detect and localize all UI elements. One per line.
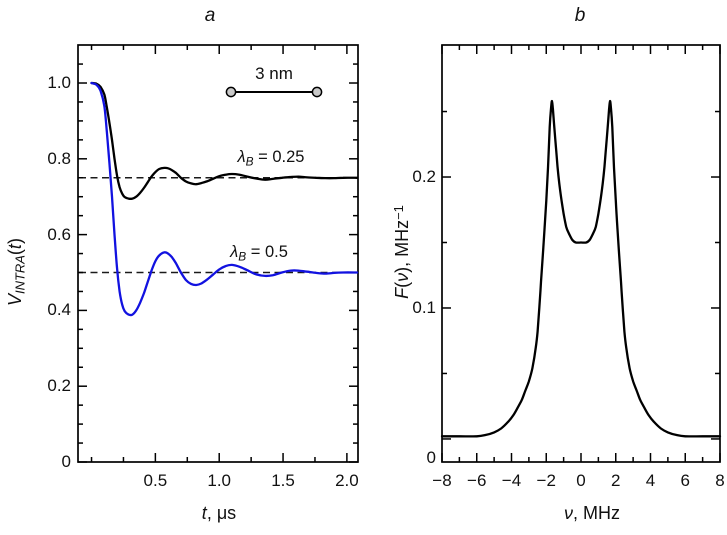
a-y-tick-label-0.4: 0.4 [47,300,71,320]
lambda-symbol: λ [230,243,239,261]
x-title-unit: , μs [206,503,237,523]
y-title-intra-subscript: INTRA [12,255,28,294]
b-x-tick-label-0: 0 [576,471,586,490]
a-x-tick-label-0.5: 0.5 [143,471,168,490]
b-x-tick-label-2: 2 [611,471,621,490]
a-x-tick-label-1.0: 1.0 [207,471,232,490]
panel-a-x-axis-title: t, μs [159,502,279,524]
a-y-tick-label-1.0: 1.0 [47,73,71,92]
lambda-value: = 0.5 [246,243,288,261]
lambda-value: = 0.25 [253,148,305,166]
curve-a-series2 [90,81,359,317]
curve-b-series1 [440,99,722,438]
panel-a-title: a [204,5,216,26]
annotation-lambda-0.25: λB = 0.25 [211,147,331,167]
y-title-open-paren: ( [5,249,25,256]
a-y-tick-label-0.8: 0.8 [47,148,71,168]
a-y-tick-label-0: 0 [61,452,71,471]
x-title-t-symbol: t [201,503,207,523]
panel-b-x-axis-title: ν, MHz [532,502,652,524]
spin-sphere-right-icon [311,86,323,98]
b-y-title-nu-symbol: ν [392,272,412,282]
spin-sphere-left-icon [225,86,237,98]
b-x-tick-label-4: 4 [645,471,656,490]
b-x-title-nu-symbol: ν [564,503,573,523]
scale-bar-label: 3 nm [255,64,293,83]
a-x-tick-label-2.0: 2.0 [335,471,359,490]
panel-b-title: b [574,5,586,26]
lambda-subscript-b: B [245,154,254,169]
y-title-t-symbol: t [5,244,25,250]
b-x-tick-label-−8: −8 [432,471,452,490]
b-x-tick-label-6: 6 [680,471,690,490]
curve-a-series1 [90,81,359,200]
a-y-tick-label-0.6: 0.6 [47,224,71,244]
b-y-title-exponent: −1 [391,205,407,220]
a-y-tick-label-0.2: 0.2 [47,376,71,396]
panel-a-y-axis-title: VINTRA(t) [4,202,28,342]
b-y-title-open-paren: ( [392,281,412,288]
plot-frame-b [441,44,721,463]
lambda-symbol: λ [237,148,246,166]
b-x-tick-label-−2: −2 [536,471,556,490]
b-y-tick-label-0.1: 0.1 [412,297,436,317]
annotation-lambda-0.5: λB = 0.5 [199,242,319,262]
b-x-tick-label-−4: −4 [501,471,522,490]
b-y-title-unit: ), MHz [392,219,412,273]
b-y-tick-label-0.2: 0.2 [412,167,436,186]
b-x-tick-label-−6: −6 [467,471,487,490]
b-x-title-unit: , MHz [573,503,620,523]
a-x-tick-label-1.5: 1.5 [271,471,295,490]
lambda-subscript-b: B [238,249,247,264]
b-y-tick-label-0: 0 [426,448,436,467]
b-x-tick-label-8: 8 [715,471,725,490]
